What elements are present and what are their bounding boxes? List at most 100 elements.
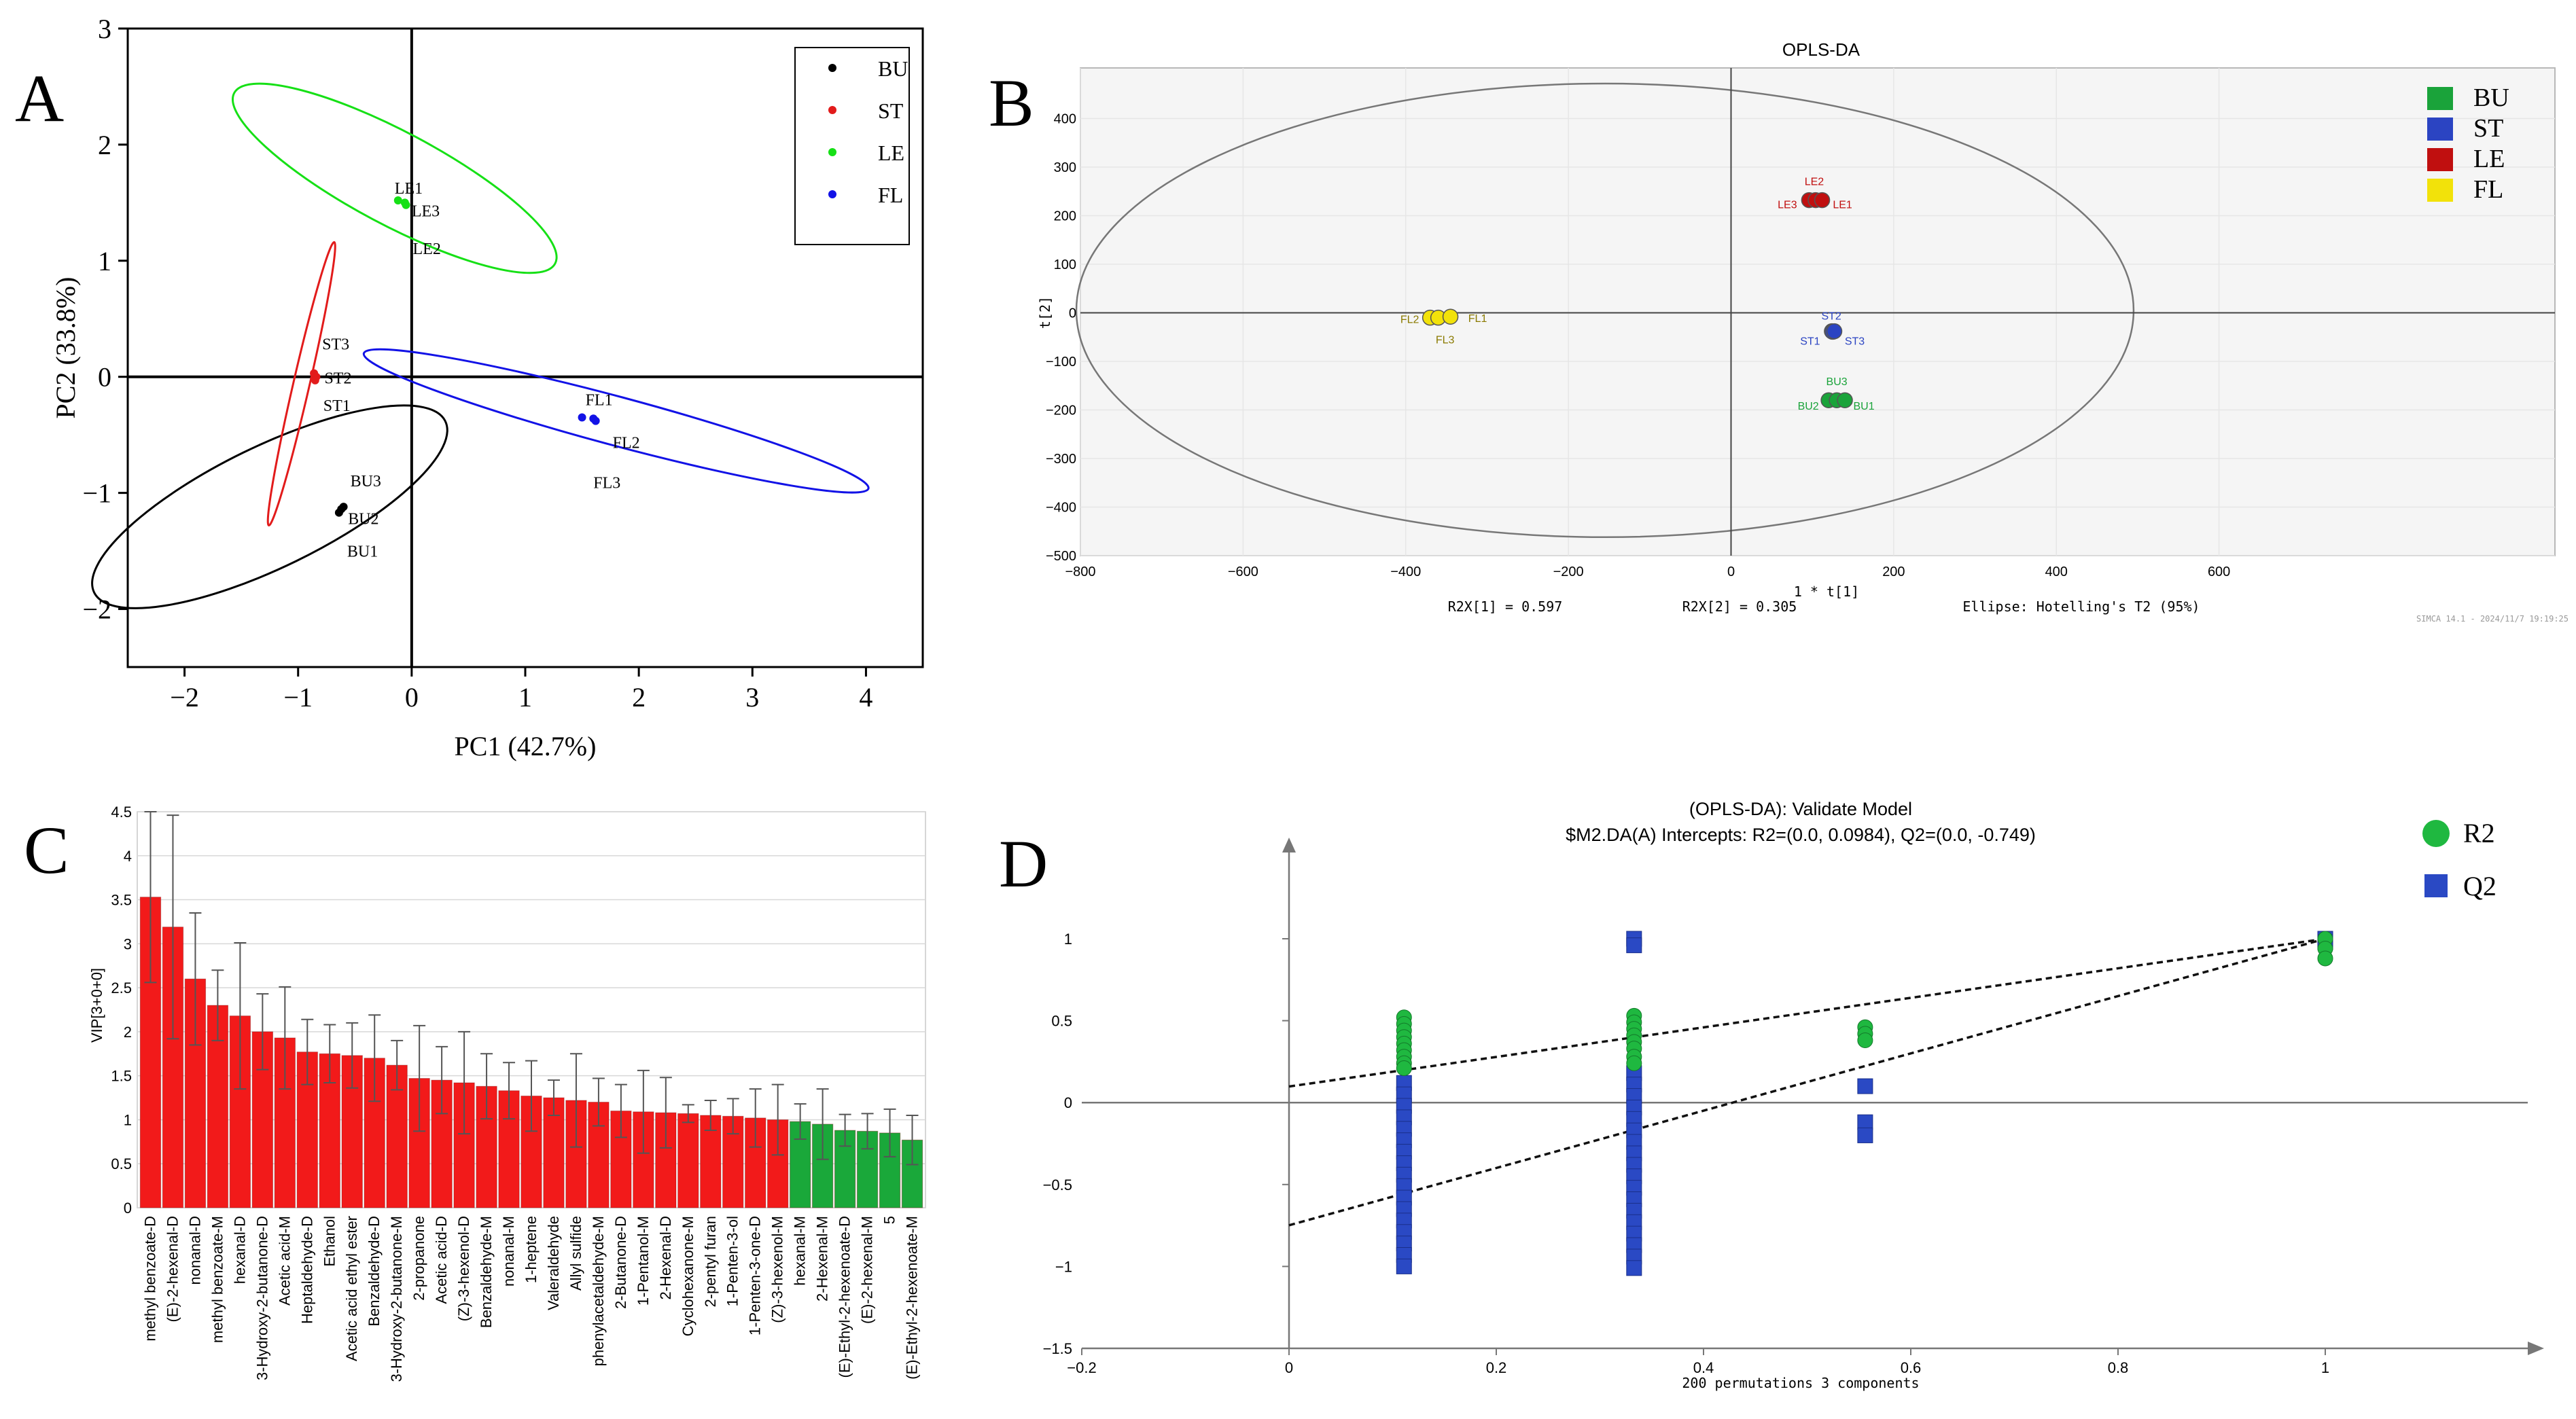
point-label: ST3 [1845, 336, 1865, 348]
x-tick-label: 600 [2208, 564, 2230, 579]
y-tick-label: 2 [124, 1024, 132, 1041]
x-tick-label: −200 [1553, 564, 1584, 579]
y-tick-label: −300 [1046, 452, 1076, 467]
category-label: 1-Penten-3-ol [724, 1216, 741, 1306]
category-label: Cyclohexanone-M [680, 1216, 696, 1336]
x-tick-label: 0.4 [1693, 1359, 1714, 1376]
category-label: 1-heptene [523, 1216, 540, 1283]
y-tick-label: 4 [124, 848, 132, 865]
category-label: 2-Hexenal-D [657, 1216, 674, 1300]
category-label: (E)-2-hexenal-D [164, 1216, 181, 1323]
vip-bar [543, 1097, 565, 1208]
x-axis-arrow [2528, 1342, 2544, 1355]
y-tick-label: 0 [1064, 1094, 1072, 1111]
point-label: BU3 [351, 473, 381, 490]
category-label: 2-propanone [410, 1216, 427, 1301]
data-point-bu1 [1837, 392, 1853, 408]
confidence-ellipse-fl [362, 348, 870, 494]
y-tick-label: 2.5 [111, 980, 132, 996]
footer-stat: R2X[1] = 0.597 [1448, 598, 1563, 615]
category-label: (E)-2-hexenal-M [859, 1216, 876, 1324]
category-label: 2-Butanone-D [612, 1216, 629, 1309]
category-label: 5 [881, 1216, 898, 1224]
legend-label: BU [878, 56, 908, 81]
point-label: ST3 [322, 336, 349, 354]
point-label: LE1 [1833, 200, 1852, 211]
y-tick-label: −400 [1046, 501, 1076, 516]
panel-letter-a: A [15, 60, 64, 136]
legend-label: LE [2473, 145, 2505, 173]
category-label: methyl benzoate-M [209, 1216, 226, 1343]
y-tick-label: 100 [1054, 257, 1076, 272]
q2-point [1857, 1114, 1873, 1130]
panel-letter-d: D [999, 826, 1048, 901]
point-label: FL2 [613, 435, 640, 452]
vip-bar [408, 1078, 430, 1208]
point-label: LE2 [413, 240, 441, 258]
legend-swatch-st [2427, 118, 2453, 141]
y-tick-label: 0.5 [1051, 1013, 1072, 1030]
plot-area [1080, 67, 2556, 556]
data-point-st1 [311, 376, 319, 384]
pca-score-plot: −2 −1 0 1 2 3 4 −2 −1 0 1 2 3 PC1 (42.7%) PC2 (33.8%) B… [50, 14, 924, 761]
point-label: LE2 [1805, 177, 1824, 188]
category-label: Allyl sulfide [567, 1216, 584, 1291]
x-tick-label: 400 [2045, 564, 2068, 579]
vip-bar-chart: 0 0.5 1 1.5 2 2.5 3 3.5 4 4.5 VIP[3+0+0] methyl ben… [88, 804, 926, 1382]
data-point-le2 [402, 200, 410, 209]
y-tick-label: 3 [98, 14, 111, 44]
y-tick-label: −0.5 [1043, 1176, 1072, 1193]
category-label: (Z)-3-hexenol-M [769, 1216, 786, 1323]
data-point-fl3 [589, 414, 598, 423]
r2-point [1626, 1055, 1642, 1071]
y-tick-label: 0.5 [111, 1155, 132, 1172]
category-label: hexanal-D [231, 1216, 248, 1284]
x-tick-label: 0.8 [2108, 1359, 2129, 1376]
x-tick-label: 0 [1285, 1359, 1293, 1376]
x-tick-label: −800 [1065, 564, 1095, 579]
point-label: FL1 [1468, 313, 1487, 325]
y-tick-label: 3.5 [111, 892, 132, 909]
y-tick-label: −500 [1046, 549, 1076, 564]
y-tick-label: 1 [98, 246, 111, 276]
legend-marker-fl [828, 190, 836, 198]
category-label: nonanal-D [186, 1216, 203, 1285]
y-tick-label: −100 [1046, 355, 1076, 370]
x-tick-label: −0.2 [1067, 1359, 1096, 1376]
legend-marker-bu [828, 64, 836, 72]
r2-point [2317, 950, 2333, 967]
x-tick-label: 0 [405, 682, 419, 713]
point-label: FL2 [1400, 315, 1419, 326]
legend-swatch-bu [2427, 87, 2453, 110]
y-tick-label: 0 [124, 1200, 132, 1217]
legend-label: Q2 [2463, 871, 2496, 901]
legend-label: ST [2473, 114, 2503, 143]
hotelling-ellipse [1075, 82, 2135, 539]
vip-bar [677, 1113, 699, 1208]
x-tick-label: −400 [1390, 564, 1421, 579]
q2-point [1626, 937, 1642, 954]
permutation-test-plot: −0.2 0 0.2 0.4 0.6 0.8 1 −1.5 −1 −0.5 0 0.5 1 (OPLS-D… [1043, 799, 2544, 1391]
x-tick-label: 2 [632, 682, 646, 713]
q2-point [1857, 1127, 1873, 1143]
x-tick-label: 1 [518, 682, 532, 713]
point-label: FL1 [586, 392, 613, 410]
x-tick-label: 200 [1882, 564, 1905, 579]
category-label: 1-Pentanol-M [635, 1216, 652, 1306]
vip-bar [856, 1130, 879, 1208]
category-label: Heptaldehyde-D [298, 1216, 315, 1324]
panel-letter-c: C [24, 812, 69, 888]
x-axis-label: 1 * t[1] [1794, 583, 1859, 600]
x-tick-label: −600 [1228, 564, 1258, 579]
y-axis-label: t[2] [1037, 296, 1053, 329]
category-label: Acetic acid ethyl ester [343, 1216, 360, 1361]
y-tick-label: −1 [82, 478, 111, 509]
legend-marker-q2 [2424, 874, 2448, 897]
x-tick-label: 0 [1727, 564, 1735, 579]
y-axis-label: VIP[3+0+0] [88, 968, 105, 1043]
data-point-fl1 [1442, 308, 1459, 325]
legend-marker-le [828, 148, 836, 156]
point-label: ST1 [323, 397, 351, 415]
category-label: hexanal-M [792, 1216, 809, 1286]
